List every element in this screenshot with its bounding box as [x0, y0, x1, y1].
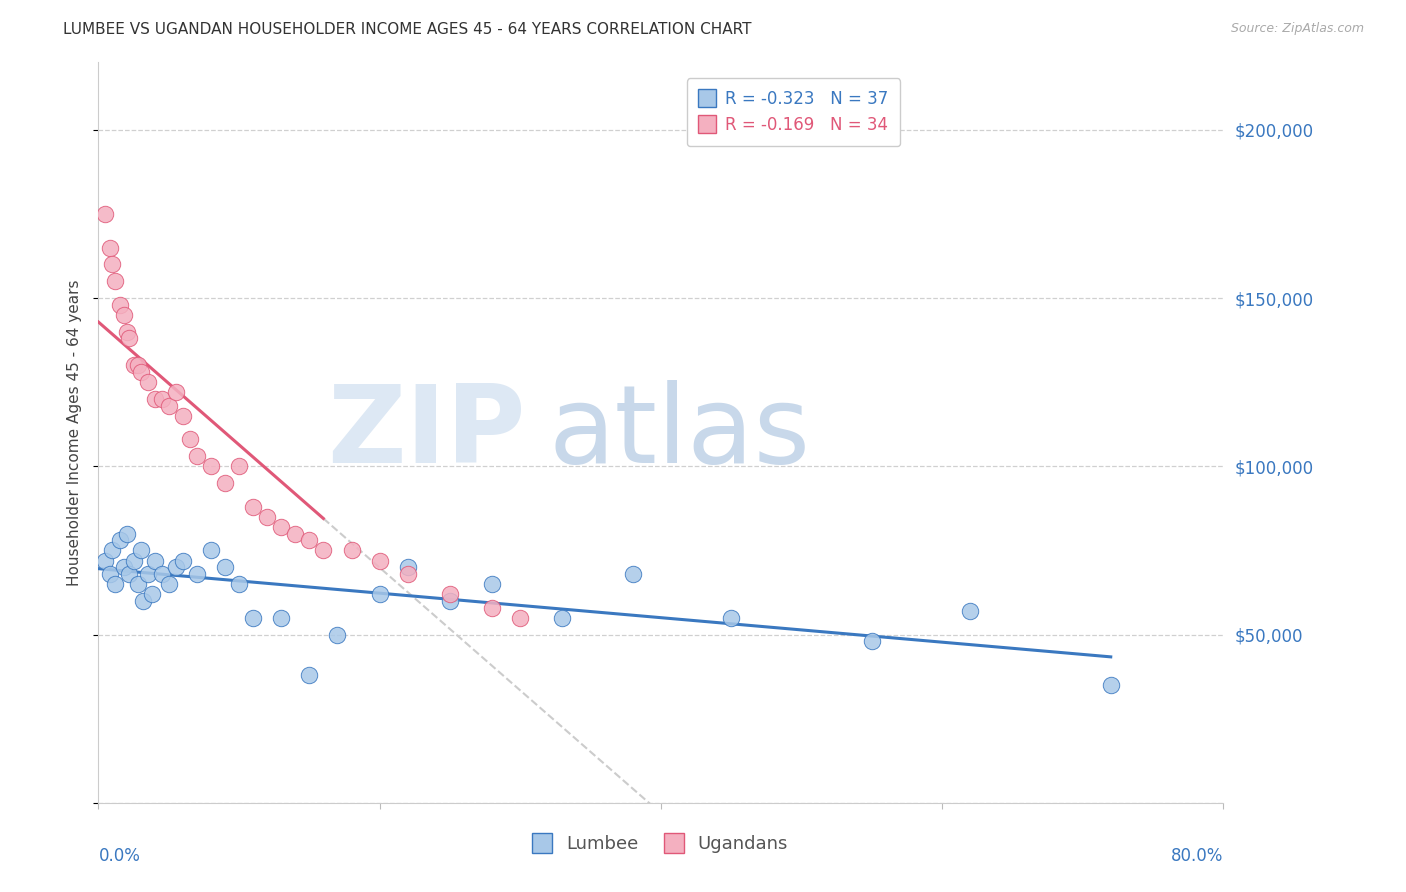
Point	[270, 610, 292, 624]
Text: 80.0%: 80.0%	[1171, 847, 1223, 865]
Text: 0.0%: 0.0%	[98, 847, 141, 865]
Point	[112, 560, 135, 574]
Point	[141, 587, 163, 601]
Point	[129, 543, 152, 558]
Point	[481, 600, 503, 615]
Point	[98, 566, 121, 581]
Point	[150, 392, 173, 406]
Point	[129, 365, 152, 379]
Point	[94, 553, 117, 567]
Point	[200, 543, 222, 558]
Point	[1099, 678, 1122, 692]
Y-axis label: Householder Income Ages 45 - 64 years: Householder Income Ages 45 - 64 years	[67, 279, 83, 586]
Point	[122, 359, 145, 373]
Point	[127, 577, 149, 591]
Point	[118, 566, 141, 581]
Point	[165, 385, 187, 400]
Point	[270, 520, 292, 534]
Legend: Lumbee, Ugandans: Lumbee, Ugandans	[526, 828, 796, 861]
Point	[186, 566, 208, 581]
Point	[312, 543, 335, 558]
Point	[112, 308, 135, 322]
Point	[396, 566, 419, 581]
Point	[256, 509, 278, 524]
Point	[298, 668, 321, 682]
Point	[98, 240, 121, 255]
Text: LUMBEE VS UGANDAN HOUSEHOLDER INCOME AGES 45 - 64 YEARS CORRELATION CHART: LUMBEE VS UGANDAN HOUSEHOLDER INCOME AGE…	[63, 22, 752, 37]
Point	[214, 560, 236, 574]
Point	[228, 577, 250, 591]
Point	[115, 526, 138, 541]
Point	[179, 433, 201, 447]
Point	[132, 594, 155, 608]
Text: atlas: atlas	[548, 380, 810, 485]
Point	[127, 359, 149, 373]
Point	[242, 500, 264, 514]
Point	[284, 526, 307, 541]
Point	[959, 604, 981, 618]
Point	[860, 634, 883, 648]
Point	[481, 577, 503, 591]
Point	[101, 543, 124, 558]
Point	[115, 325, 138, 339]
Point	[551, 610, 574, 624]
Point	[326, 627, 349, 641]
Point	[368, 553, 391, 567]
Point	[150, 566, 173, 581]
Point	[101, 257, 124, 271]
Text: Source: ZipAtlas.com: Source: ZipAtlas.com	[1230, 22, 1364, 36]
Point	[108, 298, 131, 312]
Point	[157, 399, 180, 413]
Text: ZIP: ZIP	[328, 380, 526, 485]
Point	[200, 459, 222, 474]
Point	[228, 459, 250, 474]
Point	[122, 553, 145, 567]
Point	[104, 577, 127, 591]
Point	[186, 449, 208, 463]
Point	[157, 577, 180, 591]
Point	[621, 566, 644, 581]
Point	[509, 610, 531, 624]
Point	[143, 553, 166, 567]
Point	[242, 610, 264, 624]
Point	[143, 392, 166, 406]
Point	[94, 207, 117, 221]
Point	[439, 594, 461, 608]
Point	[136, 375, 159, 389]
Point	[396, 560, 419, 574]
Point	[104, 274, 127, 288]
Point	[118, 331, 141, 345]
Point	[108, 533, 131, 548]
Point	[720, 610, 742, 624]
Point	[340, 543, 363, 558]
Point	[298, 533, 321, 548]
Point	[439, 587, 461, 601]
Point	[368, 587, 391, 601]
Point	[136, 566, 159, 581]
Point	[165, 560, 187, 574]
Point	[214, 476, 236, 491]
Point	[172, 409, 194, 423]
Point	[172, 553, 194, 567]
